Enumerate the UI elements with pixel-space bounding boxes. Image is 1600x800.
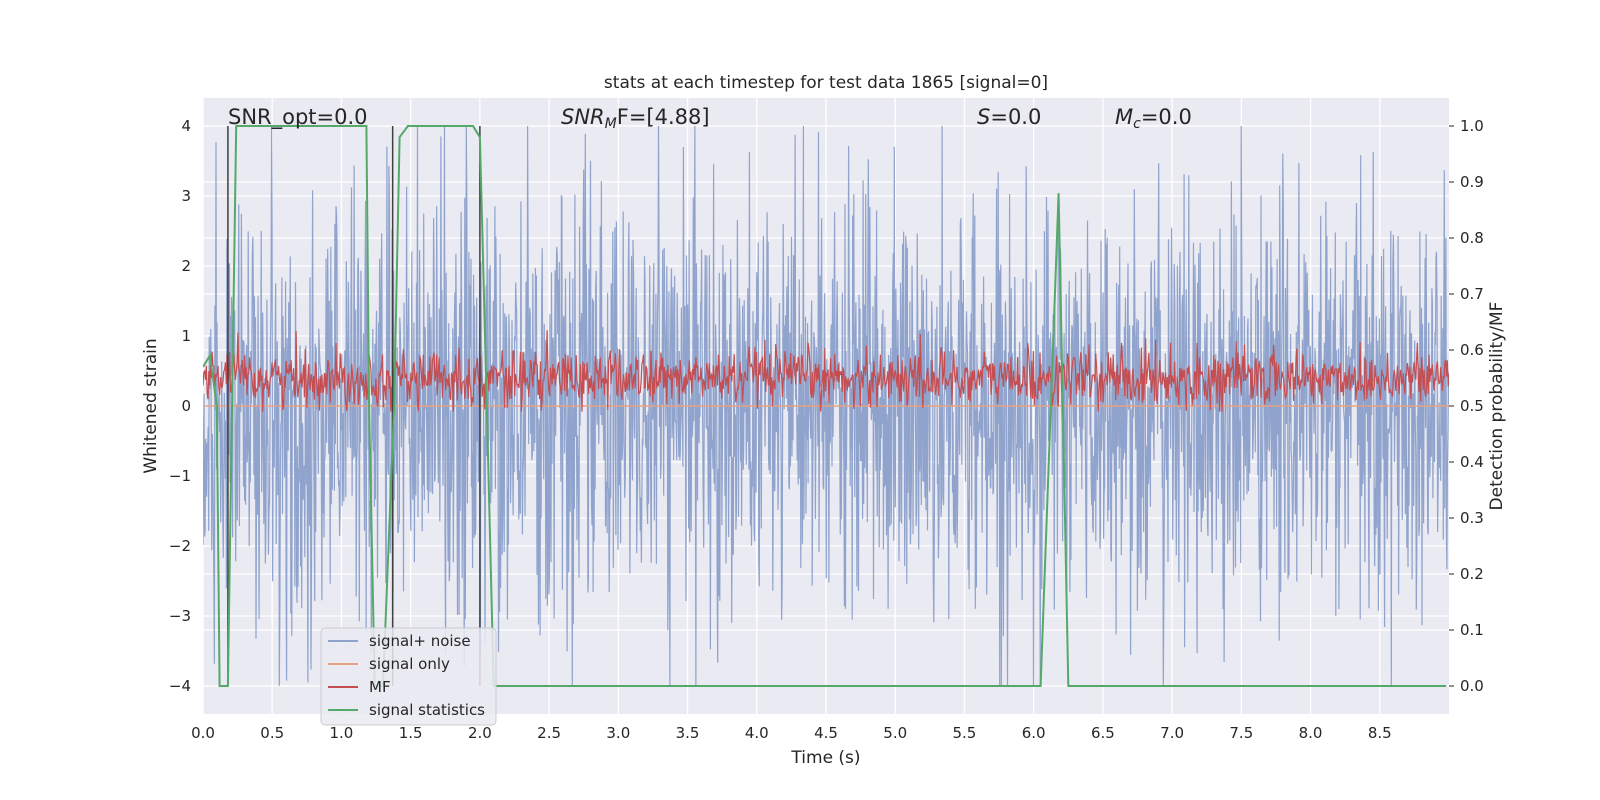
y-left-tick-label: −1 — [169, 467, 191, 485]
chart-title: stats at each timestep for test data 186… — [604, 73, 1048, 93]
y-right-tick-label: 0.0 — [1460, 677, 1484, 695]
y-left-tick-label: −4 — [169, 677, 191, 695]
annotation-snr-mf: SNRMF=[4.88] — [561, 105, 710, 132]
y-right-tick-label: 0.9 — [1460, 173, 1484, 191]
x-tick-label: 8.5 — [1368, 724, 1392, 742]
y-right-tick-label: 0.8 — [1460, 229, 1484, 247]
x-tick-label: 1.0 — [330, 724, 354, 742]
annotation-snr-opt: SNR_opt=0.0 — [228, 105, 368, 130]
x-axis-label: Time (s) — [790, 748, 860, 768]
y-right-axis-label: Detection probability/MF — [1487, 302, 1507, 511]
y-left-tick-label: 2 — [181, 257, 191, 275]
y-right-tick-label: 0.4 — [1460, 453, 1484, 471]
series-signal-statistics — [203, 125, 1447, 687]
y-right-tick-label: 1.0 — [1460, 117, 1484, 135]
y-right-tick-label: 0.2 — [1460, 565, 1484, 583]
y-left-tick-label: −3 — [169, 607, 191, 625]
legend-label-signal-noise: signal+ noise — [369, 632, 471, 650]
y-left-tick-label: 0 — [181, 397, 191, 415]
x-tick-label: 5.0 — [883, 724, 907, 742]
y-left-tick-label: 3 — [181, 187, 191, 205]
x-tick-label: 0.0 — [191, 724, 215, 742]
annotation-s: S=0.0 — [977, 105, 1041, 129]
y-right-tick-label: 0.3 — [1460, 509, 1484, 527]
annotation-mc-sub: c — [1133, 116, 1141, 132]
y-left-tick-label: 4 — [181, 117, 191, 135]
x-tick-label: 7.0 — [1160, 724, 1184, 742]
y-left-tick-label: −2 — [169, 537, 191, 555]
annotation-mc-rest: =0.0 — [1141, 105, 1192, 129]
y-right-tick-label: 0.6 — [1460, 341, 1484, 359]
y-left-tick-label: 1 — [181, 327, 191, 345]
y-right-tick-label: 0.1 — [1460, 621, 1484, 639]
legend-label-signal-statistics: signal statistics — [369, 701, 485, 719]
legend: signal+ noise signal only MF signal stat… — [320, 627, 497, 726]
y-left-axis-ticks: −4 −3 −2 −1 0 1 2 3 4 — [169, 117, 191, 695]
x-tick-label: 4.5 — [814, 724, 838, 742]
legend-label-signal-only: signal only — [369, 655, 450, 673]
annotation-s-main: S — [977, 105, 990, 129]
y-right-tick-label: 0.7 — [1460, 285, 1484, 303]
y-right-axis-ticks: 0.0 0.1 0.2 0.3 0.4 0.5 0.6 0.7 0.8 0.9 1.0 — [1449, 117, 1484, 695]
legend-box — [320, 627, 497, 726]
x-axis-ticks: 0.0 0.5 1.0 1.5 2.0 2.5 3.0 3.5 4.0 4.5 5.0 5.5 6.0 6… — [191, 724, 1392, 742]
x-tick-label: 3.5 — [676, 724, 700, 742]
annotation-snr-mf-main: SNR — [561, 105, 605, 129]
annotation-snr-mf-rest: F=[4.88] — [617, 105, 710, 129]
x-tick-label: 3.0 — [606, 724, 630, 742]
x-tick-label: 2.0 — [468, 724, 492, 742]
x-tick-label: 0.5 — [260, 724, 284, 742]
x-tick-label: 6.5 — [1091, 724, 1115, 742]
y-left-axis-label: Whitened strain — [141, 338, 161, 473]
y-right-tick-label: 0.5 — [1460, 397, 1484, 415]
legend-label-mf: MF — [369, 678, 391, 696]
vertical-markers — [227, 126, 481, 686]
x-tick-label: 1.5 — [399, 724, 423, 742]
x-tick-label: 7.5 — [1229, 724, 1253, 742]
annotation-snr-mf-sub: M — [605, 116, 617, 132]
annotation-mc-main: M — [1115, 105, 1133, 129]
annotation-s-rest: =0.0 — [990, 105, 1041, 129]
series-signal-noise — [203, 125, 1449, 687]
x-tick-label: 6.0 — [1022, 724, 1046, 742]
x-tick-label: 5.5 — [953, 724, 977, 742]
x-tick-label: 2.5 — [537, 724, 561, 742]
x-tick-label: 8.0 — [1299, 724, 1323, 742]
x-tick-label: 4.0 — [745, 724, 769, 742]
series-mf — [203, 330, 1449, 412]
annotation-mc: Mc=0.0 — [1115, 105, 1192, 132]
